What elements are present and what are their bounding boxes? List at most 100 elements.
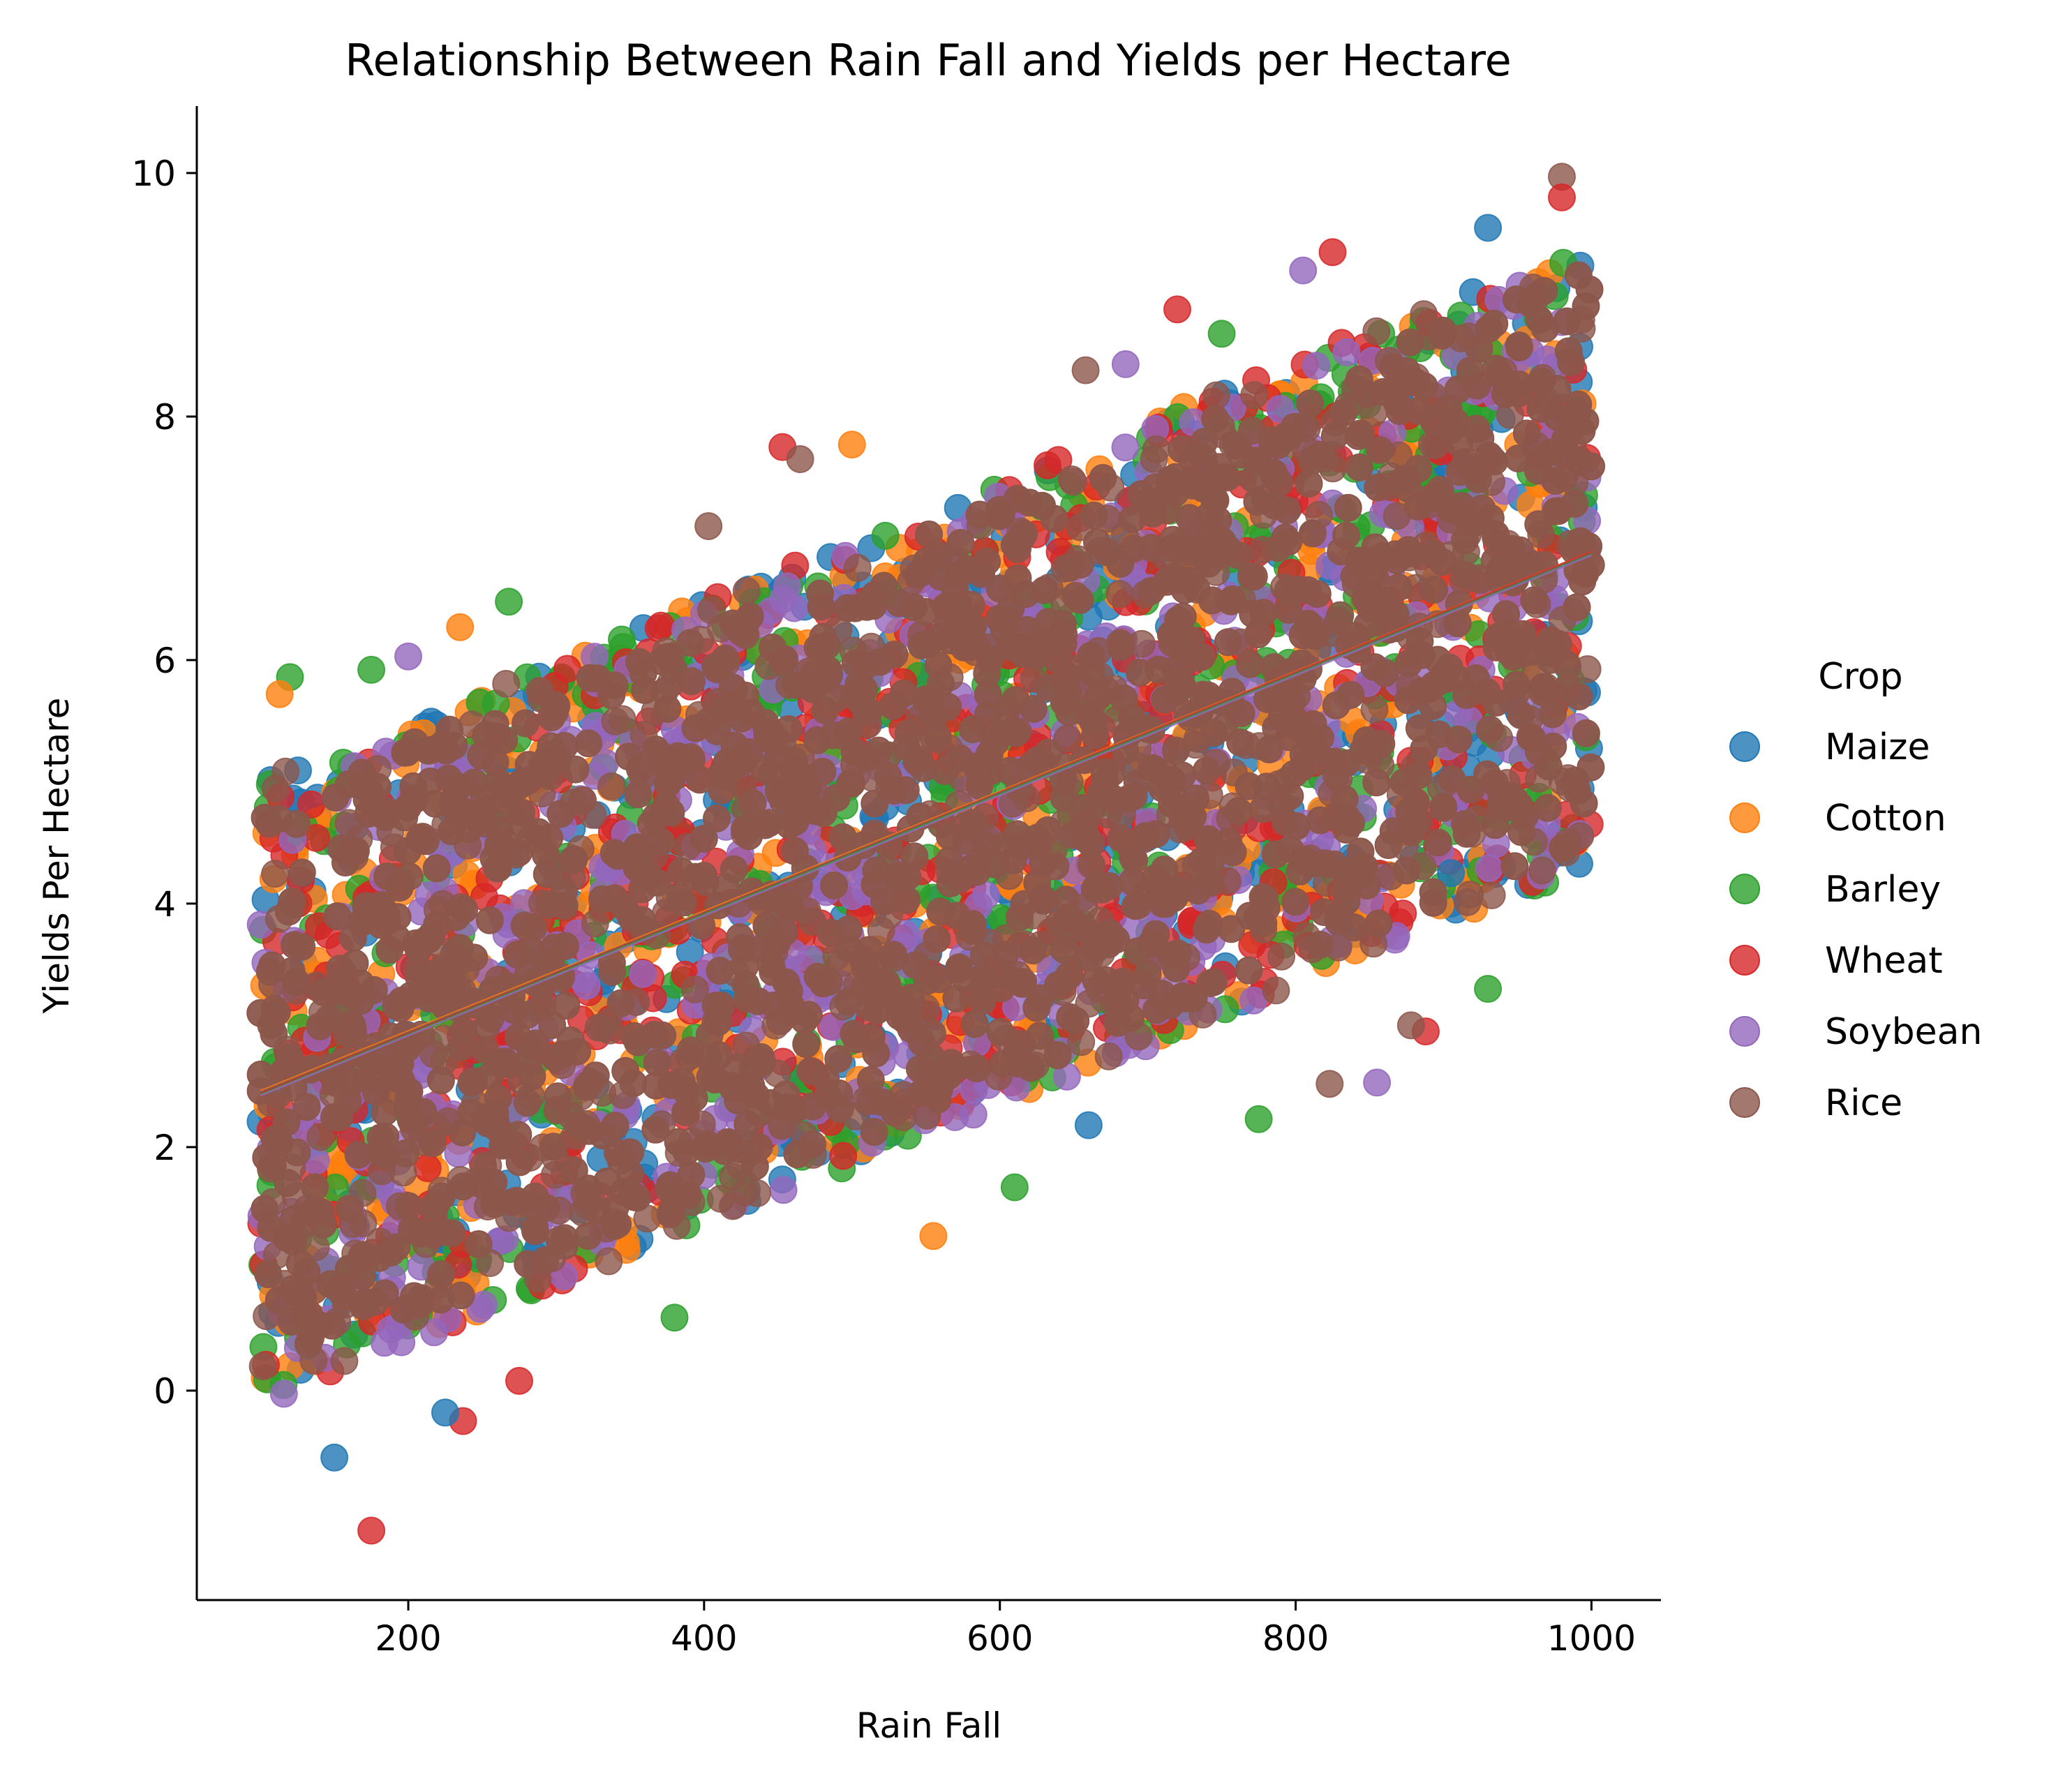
scatter-point (1481, 769, 1510, 798)
scatter-point (1382, 546, 1411, 574)
y-tick-label: 0 (154, 1371, 176, 1412)
y-tick-label: 10 (131, 154, 176, 194)
scatter-point (1193, 756, 1221, 785)
scatter-point (642, 1071, 670, 1100)
scatter-point (504, 1022, 532, 1051)
scatter-point (624, 780, 653, 809)
scatter-point (1104, 990, 1133, 1019)
scatter-point (1034, 816, 1062, 844)
scatter-point (375, 798, 403, 826)
legend-label: Cotton (1825, 798, 1946, 839)
scatter-point (1298, 519, 1327, 548)
scatter-point (1285, 858, 1314, 886)
scatter-point (835, 915, 863, 943)
scatter-point (959, 1100, 987, 1129)
scatter-point (280, 931, 308, 959)
scatter-point (1077, 657, 1105, 686)
scatter-point (1156, 620, 1185, 649)
scatter-point (851, 652, 879, 680)
scatter-point (1105, 580, 1134, 608)
scatter-point (331, 849, 359, 877)
x-tick-label: 1000 (1547, 1618, 1636, 1659)
scatter-point (261, 775, 290, 803)
scatter-point (1525, 306, 1553, 334)
scatter-point (796, 1056, 825, 1085)
scatter-point (718, 673, 747, 702)
scatter-point (1484, 360, 1513, 389)
scatter-point (1041, 852, 1070, 881)
scatter-point (265, 680, 294, 708)
scatter-point (1425, 720, 1453, 749)
scatter-point (1235, 650, 1264, 678)
scatter-point (664, 749, 692, 777)
scatter-point (763, 742, 792, 771)
scatter-point (1428, 548, 1456, 576)
scatter-point (1361, 563, 1389, 592)
scatter-point (1066, 585, 1094, 614)
scatter-point (1195, 500, 1224, 529)
scatter-point (676, 629, 705, 657)
scatter-point (1252, 772, 1281, 801)
x-tick-label: 800 (1262, 1618, 1329, 1659)
scatter-point (446, 934, 474, 962)
scatter-point (361, 1287, 389, 1316)
scatter-point (747, 1043, 775, 1071)
scatter-point (926, 897, 955, 926)
scatter-point (1346, 837, 1375, 866)
scatter-point (807, 634, 835, 662)
scatter-point (1131, 822, 1160, 851)
scatter-point (1394, 475, 1422, 503)
scatter-point (1192, 916, 1221, 944)
scatter-point (809, 969, 837, 998)
scatter-point (1148, 980, 1177, 1008)
scatter-point (909, 754, 937, 782)
scatter-point (902, 951, 930, 980)
scatter-point (799, 675, 827, 703)
scatter-point (606, 989, 635, 1017)
scatter-point (1272, 421, 1300, 450)
scatter-point (597, 772, 626, 800)
scatter-point (1363, 1068, 1392, 1097)
scatter-point (393, 738, 422, 767)
scatter-point (1281, 888, 1310, 916)
scatter-point (1111, 433, 1140, 462)
scatter-point (1401, 810, 1430, 839)
scatter-point (429, 1218, 458, 1246)
scatter-point (1474, 214, 1503, 242)
scatter-point (959, 917, 987, 946)
scatter-point (1175, 799, 1204, 827)
scatter-point (265, 1128, 294, 1157)
scatter-point (923, 925, 951, 953)
scatter-point (288, 1283, 317, 1311)
scatter-point (923, 1085, 952, 1114)
scatter-point (927, 669, 955, 698)
scatter-point (1396, 1011, 1425, 1040)
scatter-point (472, 721, 500, 749)
scatter-point (513, 1089, 542, 1117)
scatter-point (389, 1295, 418, 1324)
scatter-point (840, 737, 869, 765)
scatter-point (919, 1222, 948, 1250)
scatter-point (960, 1010, 989, 1038)
scatter-point (1080, 501, 1108, 530)
scatter-point (1094, 1042, 1123, 1070)
scatter-point (395, 862, 424, 891)
scatter-point (1289, 256, 1318, 285)
scatter-point (1396, 328, 1424, 357)
scatter-point (992, 696, 1021, 724)
scatter-point (1050, 936, 1078, 964)
scatter-point (419, 1129, 447, 1158)
scatter-point (306, 1012, 334, 1040)
scatter-point (1088, 875, 1116, 904)
scatter-point (279, 1227, 308, 1256)
scatter-point (1340, 913, 1369, 942)
x-tick-label: 200 (375, 1618, 441, 1659)
scatter-point (1264, 534, 1292, 562)
scatter-point (781, 837, 809, 865)
scatter-point (1074, 1111, 1103, 1140)
scatter-point (759, 958, 787, 986)
scatter-point (427, 1260, 456, 1289)
scatter-point (1004, 1049, 1031, 1078)
scatter-point (1533, 793, 1562, 822)
